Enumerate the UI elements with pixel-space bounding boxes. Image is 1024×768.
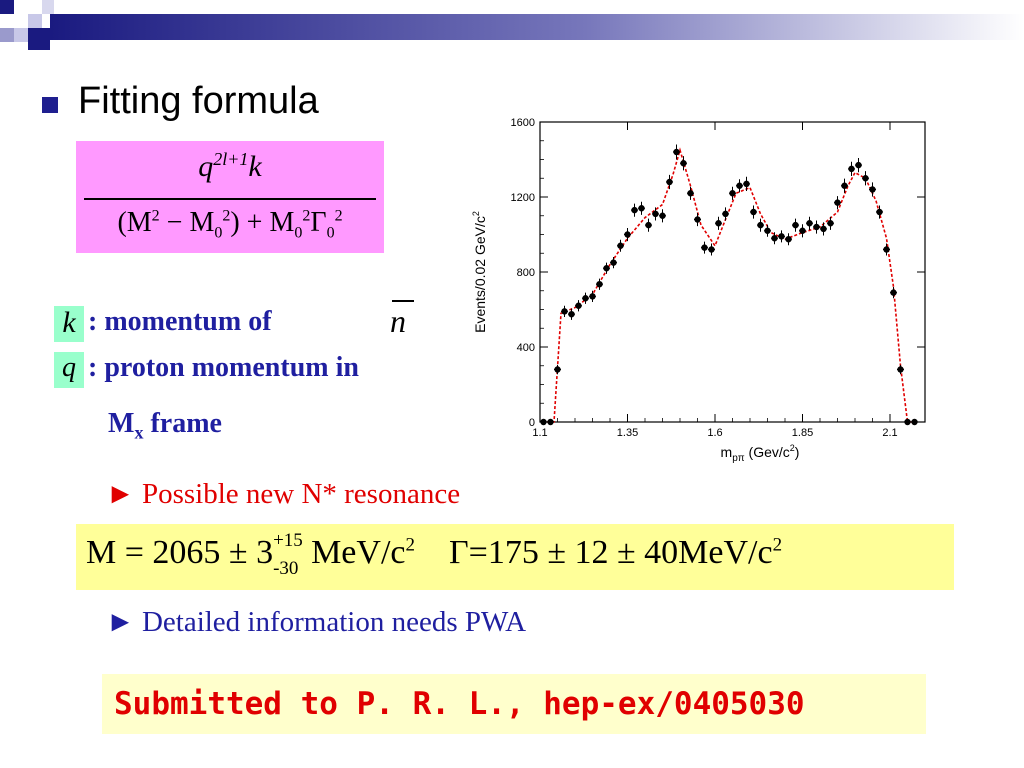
data-point xyxy=(869,186,876,193)
fitting-formula: q2l+1k (M2 − M02) + M02Γ02 xyxy=(76,141,384,253)
data-point xyxy=(799,227,806,234)
data-point xyxy=(645,221,652,229)
q-symbol-box: q xyxy=(54,352,84,388)
data-point xyxy=(652,210,659,218)
y-tick-label: 1200 xyxy=(511,192,535,204)
data-point xyxy=(897,366,904,373)
data-point xyxy=(701,244,708,251)
data-point xyxy=(848,165,855,173)
data-point xyxy=(575,302,582,309)
data-point xyxy=(785,235,792,243)
data-point xyxy=(729,190,736,197)
data-point xyxy=(820,225,827,233)
data-point xyxy=(722,210,729,218)
x-tick-label: 1.1 xyxy=(532,427,547,439)
data-point xyxy=(638,205,645,212)
data-point xyxy=(834,199,841,206)
data-point xyxy=(554,366,561,373)
y-tick-label: 400 xyxy=(517,342,535,354)
data-point xyxy=(631,206,638,214)
data-point xyxy=(792,221,799,229)
y-tick-label: 1600 xyxy=(511,117,535,129)
data-point xyxy=(855,161,862,169)
data-point xyxy=(582,295,589,302)
x-tick-label: 1.35 xyxy=(617,427,638,439)
title-bullet xyxy=(42,97,58,113)
data-point xyxy=(827,220,834,227)
submission-box: Submitted to P. R. L., hep-ex/0405030 xyxy=(102,674,926,734)
data-point xyxy=(806,220,813,227)
plot-frame xyxy=(539,121,926,423)
data-point xyxy=(687,190,694,197)
data-point xyxy=(547,418,554,426)
y-tick-label: 0 xyxy=(529,417,535,429)
data-point xyxy=(736,182,743,189)
data-point xyxy=(876,208,883,216)
formula-denominator: (M2 − M02) + M02Γ02 xyxy=(117,207,343,242)
data-point xyxy=(673,148,680,156)
data-point xyxy=(708,246,715,253)
data-point xyxy=(617,242,624,249)
mass-width-text: M = 2065 ± 3 +15 -30 MeV/c2 Γ=175 ± 12 ± 40… xyxy=(86,530,783,579)
antineutron-symbol: n xyxy=(390,303,406,339)
submission-text: Submitted to P. R. L., hep-ex/0405030 xyxy=(114,686,805,722)
y-tick-label: 800 xyxy=(517,267,535,279)
banner-graphic xyxy=(0,0,1024,50)
data-point xyxy=(715,220,722,227)
data-point xyxy=(862,175,869,182)
q-definition: : proton momentum in xyxy=(88,352,359,383)
data-point xyxy=(694,216,701,223)
title-banner xyxy=(0,0,1024,54)
data-point xyxy=(666,178,673,186)
data-point xyxy=(911,418,918,426)
data-point xyxy=(680,160,687,167)
data-point xyxy=(624,231,631,238)
data-point xyxy=(883,246,890,253)
slide-title: Fitting formula xyxy=(78,80,319,122)
k-definition: : momentum of xyxy=(88,306,272,337)
data-point xyxy=(757,221,764,229)
n-overbar xyxy=(392,300,414,302)
data-point xyxy=(596,280,603,288)
data-point xyxy=(589,293,596,300)
x-tick-label: 1.85 xyxy=(792,427,813,439)
data-point xyxy=(841,182,848,189)
data-point xyxy=(540,418,547,426)
invariant-mass-chart: 1.1 1.35 1.6 1.85 2.1 0 400 800 1200 1600 mpπ (Gev… xyxy=(471,117,926,464)
data-point xyxy=(890,289,897,296)
x-tick-label: 2.1 xyxy=(882,427,897,439)
mass-width-result: M = 2065 ± 3 +15 -30 MeV/c2 Γ=175 ± 12 ± 40… xyxy=(76,524,954,590)
data-point xyxy=(603,265,610,272)
data-point xyxy=(610,259,617,266)
data-point xyxy=(659,212,666,219)
data-point xyxy=(813,223,820,231)
fraction-bar xyxy=(84,198,376,200)
possible-resonance-note: ► Possible new N* resonance xyxy=(106,478,461,510)
mass-error-stack: +15 -30 xyxy=(273,530,303,579)
y-axis-label: Events/0.02 GeV/c2 xyxy=(471,211,488,333)
data-point xyxy=(750,208,757,216)
banner-gradient-bar xyxy=(50,14,1024,40)
data-point xyxy=(568,310,575,318)
pwa-note: ► Detailed information needs PWA xyxy=(106,606,527,638)
x-axis-label: mpπ (Gev/c2) xyxy=(721,443,800,464)
data-point xyxy=(764,227,771,234)
frame-label: Mx frame xyxy=(108,408,222,443)
data-point xyxy=(743,180,750,188)
data-point xyxy=(778,233,785,240)
x-tick-label: 1.6 xyxy=(707,427,722,439)
formula-numerator: q2l+1k xyxy=(198,149,262,183)
data-point xyxy=(904,418,911,426)
data-point xyxy=(561,308,568,315)
k-symbol-box: k xyxy=(54,306,84,342)
data-point xyxy=(771,235,778,242)
